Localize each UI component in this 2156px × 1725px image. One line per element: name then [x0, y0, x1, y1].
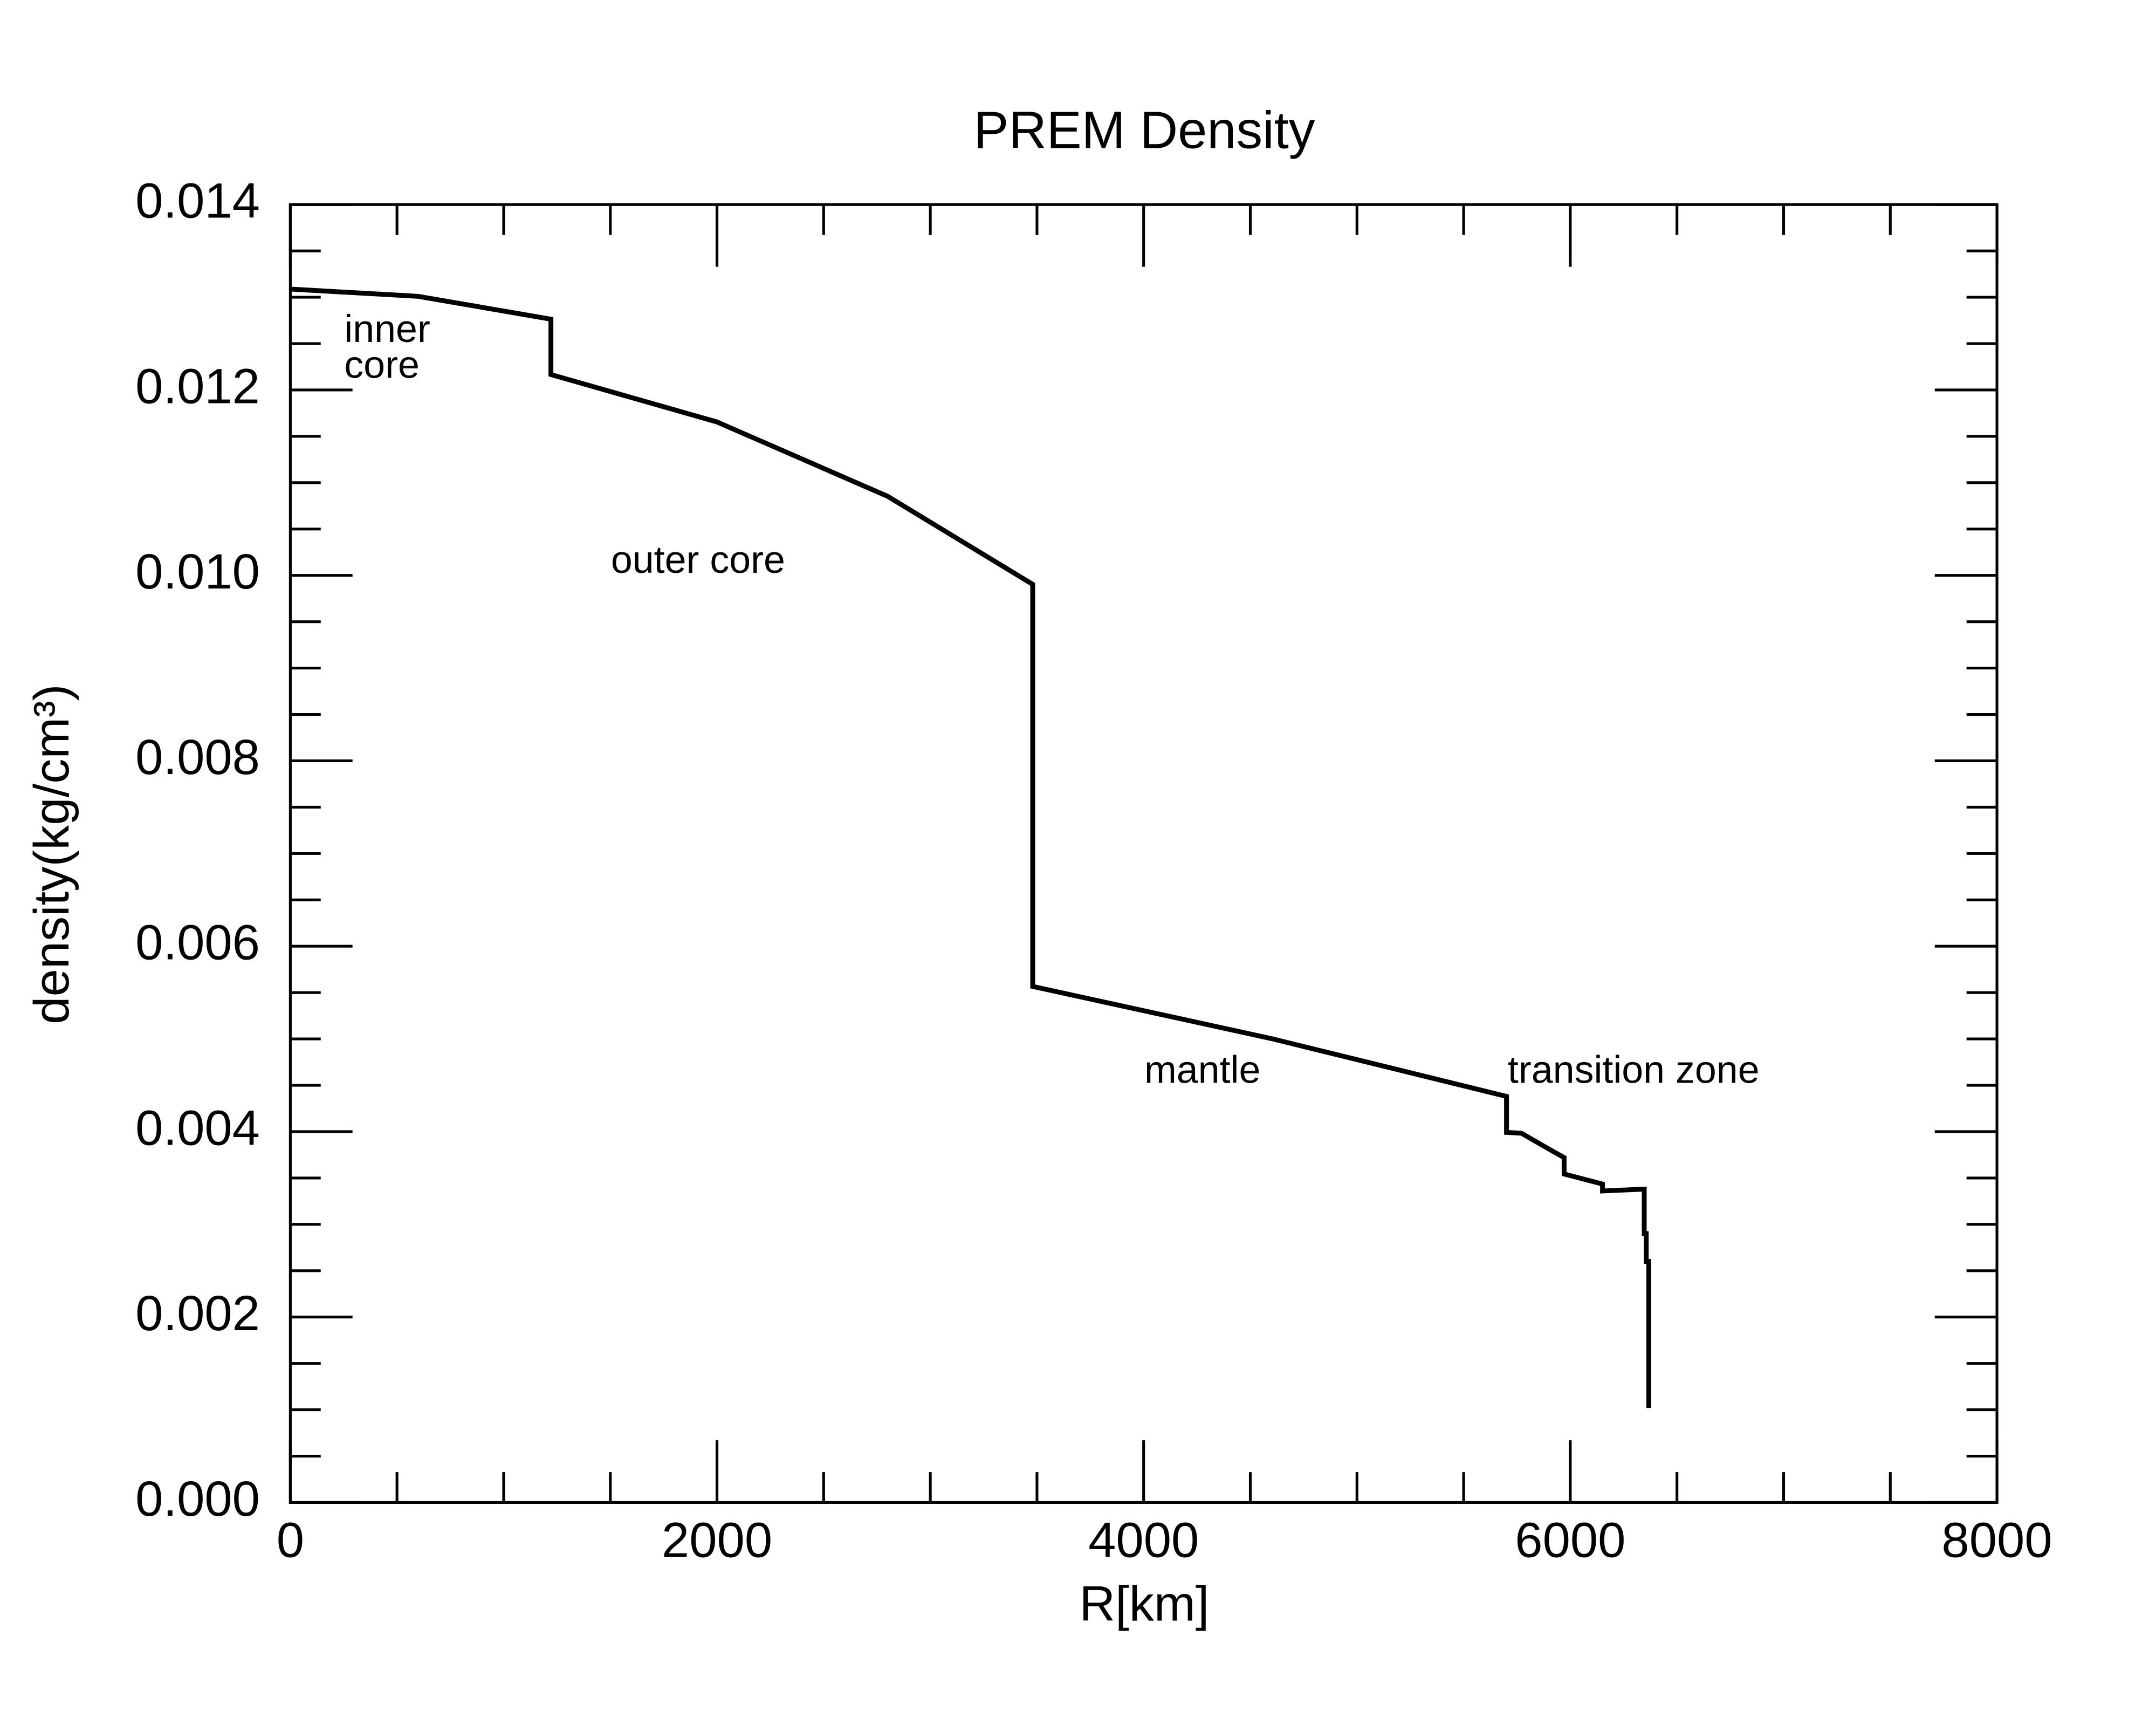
- y-tick-label: 0.006: [135, 914, 260, 970]
- data-line: [290, 286, 1651, 1408]
- y-tick-label: 0.004: [135, 1099, 260, 1155]
- y-tick-label: 0.008: [135, 729, 260, 785]
- y-tick-label: 0.012: [135, 358, 260, 414]
- y-axis-label: density(kg/cm³): [23, 684, 79, 1024]
- annotation: core: [344, 344, 420, 387]
- y-tick-label: 0.010: [135, 543, 260, 599]
- annotation: transition zone: [1508, 1048, 1760, 1091]
- plot-frame: [289, 203, 1999, 1504]
- chart-title: PREM Density: [974, 100, 1315, 159]
- x-tick-label: 8000: [1941, 1512, 2052, 1568]
- y-tick-label: 0.000: [135, 1470, 260, 1527]
- x-axis-label: R[km]: [1080, 1576, 1210, 1632]
- x-tick-label: 2000: [662, 1512, 772, 1568]
- annotation: outer core: [611, 538, 785, 581]
- y-tick-label: 0.014: [135, 173, 260, 229]
- y-tick-label: 0.002: [135, 1285, 260, 1341]
- x-tick-label: 4000: [1088, 1512, 1199, 1568]
- annotation: inner: [344, 307, 430, 351]
- x-tick-label: 0: [277, 1512, 304, 1568]
- annotation: mantle: [1144, 1048, 1260, 1091]
- x-tick-label: 6000: [1515, 1512, 1625, 1568]
